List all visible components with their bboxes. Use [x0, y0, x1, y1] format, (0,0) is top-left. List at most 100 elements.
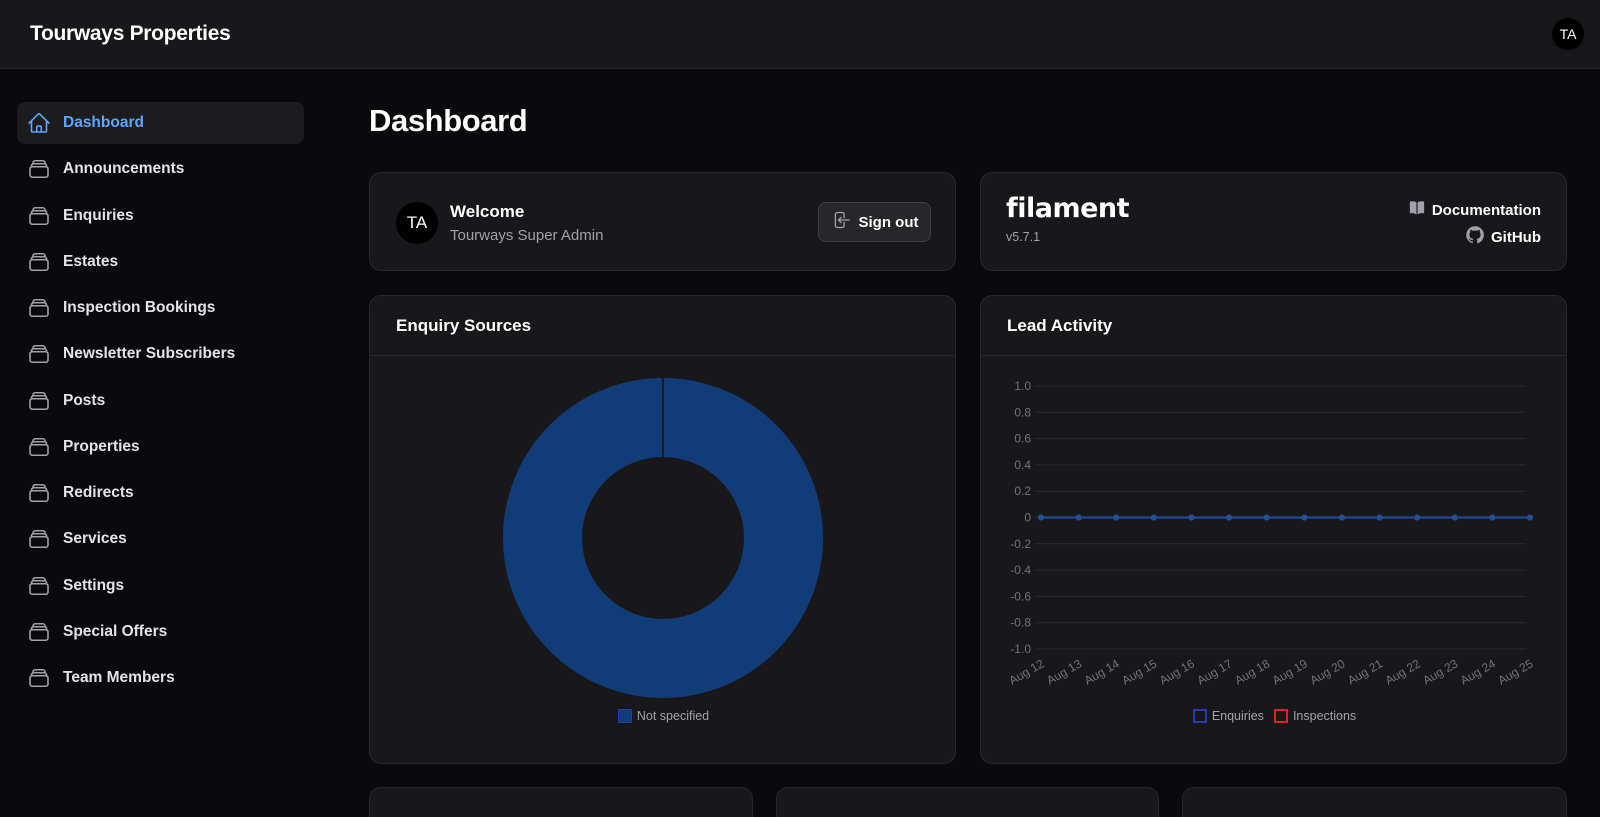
rectangle-stack-icon: [27, 389, 51, 413]
sidebar-item-label: Properties: [63, 437, 140, 455]
data-point[interactable]: [1489, 514, 1496, 521]
topbar: Tourways Properties TA: [0, 0, 1600, 69]
rectangle-stack-icon: [27, 574, 51, 598]
filament-logo[interactable]: filament: [1006, 193, 1130, 224]
legend-swatch: [1273, 709, 1288, 723]
x-tick-label: Aug 20: [1307, 656, 1347, 687]
x-tick-label: Aug 22: [1383, 656, 1423, 687]
x-tick-label: Aug 25: [1496, 656, 1536, 687]
sidebar-item-label: Inspection Bookings: [63, 299, 216, 316]
rectangle-stack-icon: [27, 250, 51, 274]
chart-legend: Not specified: [370, 709, 957, 723]
legend-swatch: [1192, 709, 1207, 723]
data-point[interactable]: [1038, 514, 1044, 521]
legend-label: Enquiries: [1211, 709, 1264, 723]
data-point[interactable]: [1376, 514, 1383, 521]
sidebar-item-label: Announcements: [63, 160, 185, 178]
y-tick-label: -0.4: [1010, 563, 1031, 577]
y-tick-label: 0.4: [1014, 458, 1031, 472]
sidebar-item-label: Newsletter Subscribers: [63, 345, 236, 363]
rectangle-stack-icon: [27, 157, 51, 181]
filament-version: v5.7.1: [1006, 230, 1041, 244]
filament-info-card: filament v5.7.1 Documentation GitHub: [980, 172, 1567, 271]
sidebar-item-redirects[interactable]: Redirects: [17, 472, 304, 514]
sidebar-item-label: Services: [63, 530, 127, 548]
sidebar-item-services[interactable]: Services: [17, 518, 304, 560]
x-tick-label: Aug 24: [1458, 656, 1498, 687]
data-point[interactable]: [1338, 514, 1345, 521]
github-icon: [1465, 225, 1491, 249]
sidebar-item-label: Settings: [63, 576, 125, 594]
sidebar-item-label: Enquiries: [63, 206, 134, 224]
sidebar-item-label: Team Members: [63, 669, 175, 686]
data-point[interactable]: [1301, 514, 1308, 521]
sidebar-item-estates[interactable]: Estates: [17, 241, 304, 283]
legend-swatch: [617, 709, 632, 723]
x-tick-label: Aug 19: [1270, 656, 1310, 687]
brand-name[interactable]: Tourways Properties: [30, 22, 231, 45]
sign-out-button[interactable]: Sign out: [818, 202, 931, 242]
sidebar-item-inspection-bookings[interactable]: Inspection Bookings: [17, 287, 304, 329]
y-tick-label: 0.6: [1014, 432, 1031, 446]
rectangle-stack-icon: [27, 204, 51, 228]
legend-item[interactable]: Not specified: [617, 709, 710, 723]
rectangle-stack-icon: [27, 296, 51, 320]
data-point[interactable]: [1451, 514, 1458, 521]
legend-label: Inspections: [1292, 709, 1357, 723]
sign-out-icon: [831, 210, 859, 234]
rectangle-stack-icon: [27, 342, 51, 366]
sidebar-item-dashboard[interactable]: Dashboard: [17, 102, 304, 144]
sidebar-item-enquiries[interactable]: Enquiries: [17, 195, 304, 237]
stats-card: [369, 787, 753, 817]
lead-activity-card: Lead Activity 1.0 0.8 0.6 0.4 0.2 0 -0.2 -0.4 -0…: [980, 295, 1567, 764]
chart-title: Enquiry Sources: [370, 296, 955, 356]
book-icon: [1408, 199, 1432, 221]
sidebar-item-announcements[interactable]: Announcements: [17, 148, 304, 190]
rectangle-stack-icon: [27, 620, 51, 644]
github-link[interactable]: GitHub: [1465, 225, 1541, 249]
x-tick-label: Aug 14: [1082, 656, 1122, 687]
x-tick-label: Aug 21: [1345, 656, 1385, 687]
legend-item[interactable]: Inspections: [1273, 709, 1357, 723]
sidebar-item-team-members[interactable]: Team Members: [17, 657, 304, 699]
legend-item[interactable]: Enquiries: [1192, 709, 1264, 723]
enquiry-sources-chart: [503, 378, 823, 698]
user-avatar[interactable]: TA: [1552, 18, 1584, 50]
sign-out-label: Sign out: [858, 213, 919, 231]
sidebar-item-settings[interactable]: Settings: [17, 565, 304, 607]
y-tick-label: -0.8: [1010, 616, 1031, 630]
donut-slice[interactable]: [503, 378, 823, 698]
home-icon: [27, 111, 51, 135]
sidebar-item-label: Dashboard: [63, 114, 144, 131]
data-point[interactable]: [1414, 514, 1421, 521]
y-tick-label: 0.8: [1014, 405, 1031, 419]
y-tick-label: -0.2: [1010, 537, 1031, 551]
stats-card: [1182, 787, 1567, 817]
sidebar-item-newsletter-subscribers[interactable]: Newsletter Subscribers: [17, 333, 304, 375]
sidebar-nav: Dashboard Announcements Enquiries Estates In…: [17, 102, 304, 703]
documentation-link[interactable]: Documentation: [1408, 199, 1541, 221]
data-point[interactable]: [1527, 514, 1533, 521]
y-tick-label: -0.6: [1010, 589, 1031, 603]
page-title: Dashboard: [369, 103, 528, 138]
data-point[interactable]: [1226, 514, 1233, 521]
y-tick-label: 1.0: [1014, 379, 1031, 393]
data-point[interactable]: [1263, 514, 1270, 521]
github-label: GitHub: [1491, 228, 1541, 246]
data-point[interactable]: [1075, 514, 1082, 521]
lead-activity-chart: 1.00.80.60.40.20-0.2-0.4-0.6-0.8-1.0Aug …: [1007, 379, 1536, 688]
legend-label: Not specified: [636, 709, 710, 723]
x-tick-label: Aug 18: [1232, 656, 1272, 687]
sidebar-item-posts[interactable]: Posts: [17, 380, 304, 422]
data-point[interactable]: [1113, 514, 1120, 521]
sidebar-item-label: Special Offers: [63, 622, 168, 640]
avatar: TA: [396, 202, 438, 244]
sidebar-item-properties[interactable]: Properties: [17, 426, 304, 468]
data-point[interactable]: [1188, 514, 1195, 521]
y-tick-label: 0.2: [1014, 484, 1031, 498]
data-point[interactable]: [1150, 514, 1157, 521]
x-tick-label: Aug 23: [1420, 656, 1460, 687]
rectangle-stack-icon: [27, 481, 51, 505]
sidebar-item-special-offers[interactable]: Special Offers: [17, 611, 304, 653]
chart-title: Lead Activity: [981, 296, 1566, 356]
